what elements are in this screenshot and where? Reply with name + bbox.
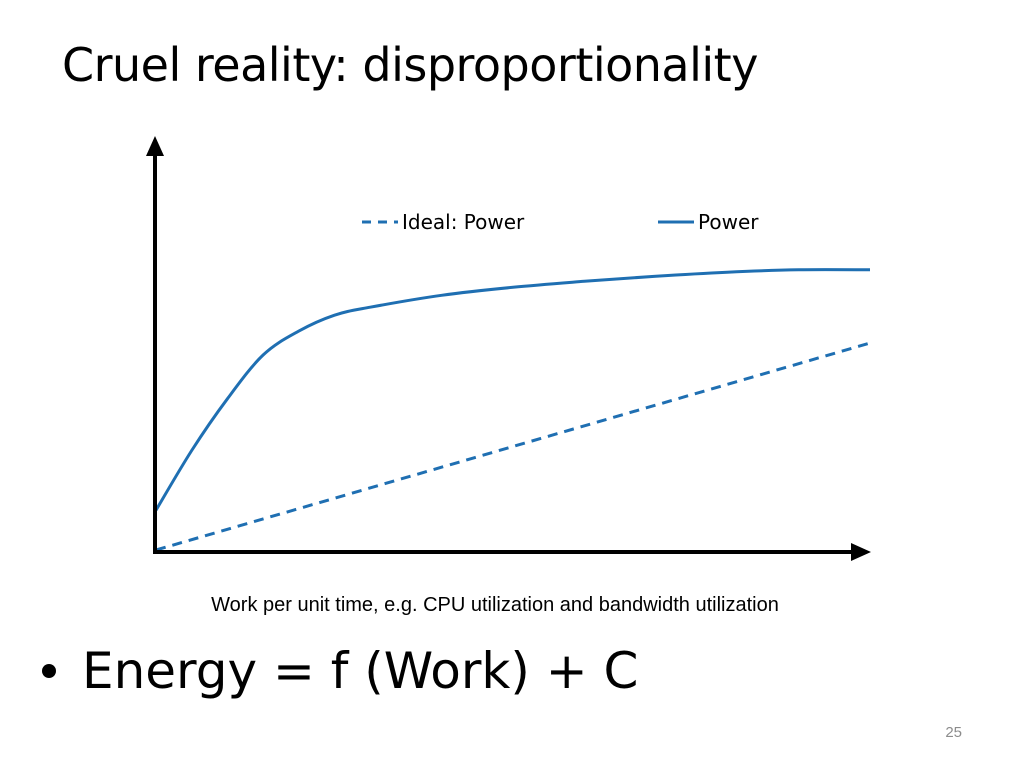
series-line-ideal-power xyxy=(155,341,871,552)
slide-title: Cruel reality: disproportionality xyxy=(62,38,758,92)
legend-label: Power xyxy=(698,210,759,234)
series-line-power xyxy=(154,268,871,511)
series-layer xyxy=(154,268,871,552)
bullet-item: Energy = f (Work) + C xyxy=(42,642,638,700)
legend-item-ideal-power: Ideal: Power xyxy=(362,210,525,234)
slide-number: 25 xyxy=(945,724,962,741)
legend: Ideal: Power Power xyxy=(362,210,759,234)
x-axis-arrowhead xyxy=(851,543,871,561)
bullet-text: Energy = f (Work) + C xyxy=(82,642,639,700)
y-axis-arrowhead xyxy=(146,136,164,156)
legend-item-power: Power xyxy=(658,210,759,234)
axes-layer xyxy=(146,136,871,561)
legend-label: Ideal: Power xyxy=(402,210,525,234)
x-axis-label: Work per unit time, e.g. CPU utilization… xyxy=(211,594,779,616)
bullet-dot-icon xyxy=(42,664,56,678)
